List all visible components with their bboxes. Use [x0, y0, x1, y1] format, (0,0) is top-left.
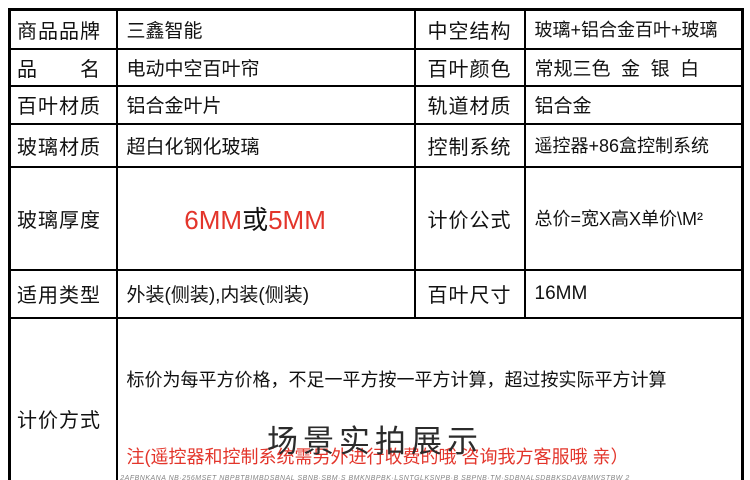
- spec-value-slat-material: 铝合金叶片: [115, 84, 416, 125]
- glass-thickness-5mm: 5MM: [268, 204, 326, 235]
- spec-value-brand: 三鑫智能: [115, 8, 416, 50]
- pricing-method-note: 注(遥控器和控制系统需另外进行收费的哦 咨询我方客服哦 亲）: [126, 446, 629, 467]
- spec-label-brand: 商品品牌: [8, 8, 118, 50]
- table-row: 品 名 电动中空百叶帘 百叶颜色 常规三色 金 银 白: [8, 47, 744, 87]
- spec-label-glass-thickness: 玻璃厚度: [8, 165, 118, 271]
- pricing-method-line1: 标价为每平方价格，不足一平方按一平方计算，超过按实际平方计算: [126, 369, 667, 390]
- spec-value-pricing-method: 标价为每平方价格，不足一平方按一平方计算，超过按实际平方计算 注(遥控器和控制系…: [115, 316, 744, 480]
- glass-thickness-or: 或: [242, 204, 269, 235]
- table-row: 计价方式 标价为每平方价格，不足一平方按一平方计算，超过按实际平方计算 注(遥控…: [8, 316, 744, 480]
- table-row: 商品品牌 三鑫智能 中空结构 玻璃+铝合金百叶+玻璃: [8, 8, 744, 50]
- spec-value-slat-size: 16MM: [523, 268, 744, 319]
- spec-label-hollow-structure: 中空结构: [413, 8, 526, 50]
- spec-label-track-material: 轨道材质: [413, 84, 526, 125]
- watermark-text: 2AFBNKANA NB·256MSET NBPBTBIMBDSBNAL SBN…: [0, 459, 750, 480]
- spec-label-product-name: 品 名: [8, 47, 118, 87]
- spec-label-slat-color: 百叶颜色: [413, 47, 526, 87]
- table-row: 玻璃厚度 6MM或5MM 计价公式 总价=宽X高X单价\M²: [8, 165, 744, 271]
- spec-label-control-system: 控制系统: [413, 122, 526, 168]
- spec-label-slat-size: 百叶尺寸: [413, 268, 526, 319]
- spec-label-glass-material: 玻璃材质: [8, 122, 118, 168]
- table-row: 玻璃材质 超白化钢化玻璃 控制系统 遥控器+86盒控制系统: [8, 122, 744, 168]
- spec-value-product-name: 电动中空百叶帘: [115, 47, 416, 87]
- spec-label-pricing-method: 计价方式: [8, 316, 118, 480]
- spec-value-slat-color: 常规三色 金 银 白: [523, 47, 744, 87]
- spec-value-price-formula: 总价=宽X高X单价\M²: [523, 165, 744, 271]
- table-row: 适用类型 外装(侧装),内装(侧装) 百叶尺寸 16MM: [8, 268, 744, 319]
- spec-value-glass-thickness: 6MM或5MM: [115, 165, 416, 271]
- spec-value-control-system: 遥控器+86盒控制系统: [523, 122, 744, 168]
- glass-thickness-6mm: 6MM: [184, 204, 243, 235]
- table-row: 百叶材质 铝合金叶片 轨道材质 铝合金: [8, 84, 744, 125]
- spec-value-glass-material: 超白化钢化玻璃: [115, 122, 416, 168]
- product-spec-table: 商品品牌 三鑫智能 中空结构 玻璃+铝合金百叶+玻璃 品 名 电动中空百叶帘 百…: [8, 8, 744, 480]
- watermark-line1: 2AFBNKANA NB·256MSET NBPBTBIMBDSBNAL SBN…: [120, 475, 630, 480]
- section-title-scene-photos: 场景实拍展示: [267, 424, 483, 459]
- spec-label-slat-material: 百叶材质: [8, 84, 118, 125]
- spec-label-price-formula: 计价公式: [413, 165, 526, 271]
- spec-label-application-type: 适用类型: [8, 268, 118, 319]
- spec-value-track-material: 铝合金: [523, 84, 744, 125]
- spec-value-application-type: 外装(侧装),内装(侧装): [115, 268, 416, 319]
- spec-value-hollow-structure: 玻璃+铝合金百叶+玻璃: [523, 8, 744, 50]
